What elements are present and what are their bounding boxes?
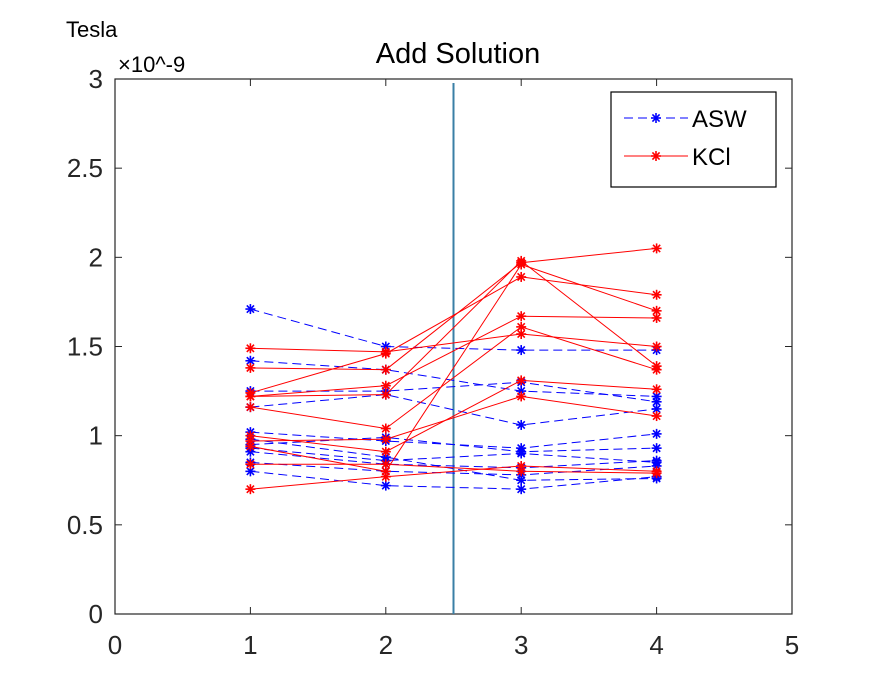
data-point-marker [380, 471, 391, 482]
data-point-marker [651, 466, 662, 477]
data-point-marker [651, 113, 661, 123]
data-point-marker [245, 484, 256, 495]
series-kcl-21 [245, 460, 662, 495]
series-line [250, 260, 657, 397]
x-tick-label: 0 [108, 630, 122, 660]
y-tick-label: 2.5 [67, 153, 103, 183]
series-line [250, 360, 657, 397]
series-line [250, 315, 657, 397]
y-tick-label: 2 [89, 242, 103, 272]
data-point-marker [245, 466, 256, 477]
data-point-marker [380, 380, 391, 391]
data-point-marker [651, 305, 662, 316]
series-line [250, 395, 657, 442]
y-tick-labels: 0 0.5 1 1.5 2 2.5 3 [67, 64, 103, 629]
data-point-marker [516, 375, 527, 386]
series-kcl-16 [245, 321, 662, 434]
series-line [250, 247, 657, 371]
data-point-marker [380, 364, 391, 375]
y-exponent-label: ×10^-9 [118, 52, 185, 77]
data-point-marker [516, 484, 527, 495]
data-point-marker [516, 419, 527, 430]
y-tick-label: 0.5 [67, 510, 103, 540]
data-point-marker [651, 289, 662, 300]
data-point-marker [651, 364, 662, 375]
data-point-marker [516, 460, 527, 471]
data-point-marker [380, 389, 391, 400]
series-line [250, 276, 657, 394]
x-tick-label: 4 [649, 630, 663, 660]
data-point-marker [516, 345, 527, 356]
data-point-marker [245, 343, 256, 354]
x-tick-label: 3 [514, 630, 528, 660]
series-layer [245, 243, 662, 495]
series-line [250, 470, 657, 490]
data-point-marker [516, 329, 527, 340]
series-kcl-19 [245, 259, 662, 477]
series-line [250, 451, 657, 469]
chart-title: Add Solution [376, 38, 540, 70]
data-point-marker [380, 459, 391, 470]
data-point-marker [516, 475, 527, 486]
data-point-marker [516, 271, 527, 282]
data-point-marker [651, 341, 662, 352]
data-point-marker [516, 311, 527, 322]
series-line [250, 333, 657, 353]
legend: ASW KCl [610, 91, 777, 188]
data-point-marker [245, 304, 256, 315]
y-tick-label: 1.5 [67, 332, 103, 362]
legend-box [610, 91, 777, 188]
legend-item-asw: ASW [624, 106, 747, 133]
series-line [250, 461, 657, 476]
legend-label: ASW [692, 106, 747, 133]
series-kcl-15 [245, 255, 662, 402]
y-tick-label: 3 [89, 64, 103, 94]
data-point-marker [245, 459, 256, 470]
data-point-marker [245, 441, 256, 452]
y-tick-label: 1 [89, 421, 103, 451]
data-point-marker [245, 402, 256, 413]
data-point-marker [651, 443, 662, 454]
series-line [250, 308, 657, 351]
data-point-marker [245, 362, 256, 373]
series-line [250, 394, 657, 426]
data-point-marker [651, 411, 662, 422]
data-point-marker [651, 384, 662, 395]
series-line [250, 379, 657, 453]
series-kcl-18 [245, 391, 662, 447]
x-tick-label: 5 [785, 630, 799, 660]
series-line [250, 263, 657, 472]
data-point-marker [651, 428, 662, 439]
x-tick-labels: 0 1 2 3 4 5 [108, 630, 799, 660]
axis-ticks [114, 78, 793, 615]
legend-item-kcl: KCl [624, 144, 731, 171]
data-point-marker [516, 321, 527, 332]
y-unit-label: Tesla [66, 17, 118, 42]
data-point-marker [516, 448, 527, 459]
series-line [250, 465, 657, 490]
data-point-marker [516, 259, 527, 270]
data-point-marker [380, 446, 391, 457]
series-line [250, 381, 657, 403]
series-line [250, 438, 657, 481]
series-line [250, 436, 657, 453]
series-line [250, 463, 657, 474]
y-tick-label: 0 [89, 599, 103, 629]
legend-label: KCl [692, 144, 731, 171]
data-point-marker [516, 391, 527, 402]
data-point-marker [380, 480, 391, 491]
data-point-marker [380, 423, 391, 434]
data-point-marker [245, 391, 256, 402]
series-line [250, 447, 657, 463]
x-tick-label: 2 [379, 630, 393, 660]
data-point-marker [651, 151, 661, 161]
data-point-marker [380, 348, 391, 359]
series-line [250, 326, 657, 430]
x-tick-label: 1 [243, 630, 257, 660]
data-point-marker [380, 434, 391, 445]
data-point-marker [651, 243, 662, 254]
